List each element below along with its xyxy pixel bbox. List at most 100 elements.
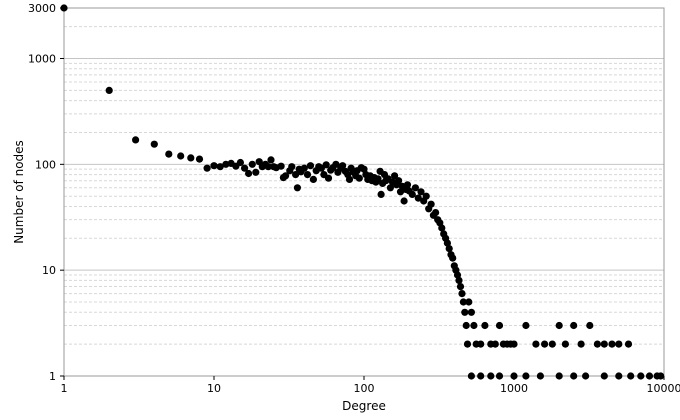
x-tick-label: 100 — [354, 382, 375, 395]
data-point — [477, 340, 485, 348]
x-tick-label: 10000 — [647, 382, 680, 395]
data-point — [461, 308, 469, 316]
y-tick-label: 1000 — [28, 52, 56, 65]
data-point — [445, 245, 453, 253]
data-point — [132, 136, 140, 144]
data-point — [267, 156, 275, 164]
data-point — [203, 164, 211, 172]
data-point — [555, 372, 563, 380]
data-point — [288, 163, 296, 171]
data-point — [462, 321, 470, 330]
data-point — [245, 169, 253, 178]
data-point — [459, 298, 467, 306]
data-point — [481, 321, 489, 330]
data-point — [403, 181, 412, 189]
data-point — [491, 340, 499, 348]
data-point — [548, 340, 556, 348]
data-point — [637, 372, 645, 380]
data-point — [532, 340, 540, 348]
data-point — [615, 340, 623, 348]
data-point — [248, 160, 256, 168]
data-point — [586, 321, 594, 330]
data-point — [241, 164, 249, 172]
data-point — [150, 140, 158, 148]
grid-lines — [64, 7, 664, 345]
data-point — [456, 283, 465, 291]
data-point — [427, 200, 435, 208]
data-point — [608, 340, 616, 348]
data-point — [522, 372, 530, 380]
data-point — [339, 162, 347, 170]
data-point — [615, 372, 623, 380]
data-point — [165, 150, 173, 158]
data-point — [374, 175, 382, 183]
data-point — [177, 152, 185, 160]
data-point — [324, 174, 333, 182]
data-point — [487, 372, 495, 380]
data-point — [355, 174, 363, 182]
data-point — [541, 340, 549, 348]
data-point — [292, 171, 300, 179]
data-point — [210, 162, 218, 170]
data-point — [438, 224, 446, 232]
data-point — [303, 171, 312, 179]
data-point — [309, 175, 317, 183]
data-point — [582, 372, 590, 380]
data-point — [522, 321, 530, 330]
data-point — [264, 163, 272, 171]
data-point — [465, 298, 473, 306]
data-point — [600, 372, 608, 380]
data-point — [495, 372, 504, 380]
data-point — [443, 239, 451, 247]
data-points — [60, 4, 665, 380]
data-point — [306, 162, 315, 170]
data-point — [282, 172, 290, 180]
data-point — [510, 340, 518, 348]
data-point — [345, 175, 354, 183]
data-point — [624, 340, 633, 348]
tick-labels: 1 10 100 1000 10000 1 10 100 1000 3000 — [28, 2, 680, 395]
y-tick-label: 100 — [35, 158, 56, 171]
data-point — [510, 372, 518, 380]
x-axis-title: Degree — [342, 399, 386, 413]
data-point — [395, 177, 403, 185]
data-point — [495, 321, 504, 330]
data-point — [293, 184, 301, 192]
data-point — [400, 197, 408, 205]
data-point — [60, 4, 68, 12]
data-point — [577, 340, 585, 348]
y-tick-label: 10 — [42, 264, 56, 277]
data-point — [386, 184, 394, 192]
data-point — [391, 172, 399, 180]
data-point — [408, 190, 416, 198]
x-tick-label: 10 — [207, 382, 221, 395]
data-point — [657, 372, 665, 380]
x-tick-label: 1000 — [500, 382, 528, 395]
data-point — [417, 188, 425, 196]
data-point — [300, 164, 308, 172]
data-point — [322, 161, 330, 169]
data-point — [236, 158, 244, 167]
data-point — [570, 321, 578, 330]
data-point — [414, 194, 422, 202]
data-point — [455, 276, 463, 284]
data-point — [187, 154, 195, 162]
data-point — [411, 184, 419, 192]
y-axis-title: Number of nodes — [12, 140, 26, 244]
data-point — [470, 321, 478, 330]
data-point — [377, 190, 385, 198]
data-point — [463, 340, 472, 348]
data-point — [422, 192, 430, 200]
x-tick-label: 1 — [61, 382, 68, 395]
data-point — [593, 340, 602, 348]
data-point — [105, 86, 113, 94]
data-point — [360, 165, 368, 173]
data-point — [453, 271, 462, 279]
data-point — [449, 254, 457, 262]
data-point — [645, 372, 654, 380]
data-point — [600, 340, 608, 348]
y-tick-label: 3000 — [28, 2, 56, 15]
data-point — [555, 321, 563, 330]
